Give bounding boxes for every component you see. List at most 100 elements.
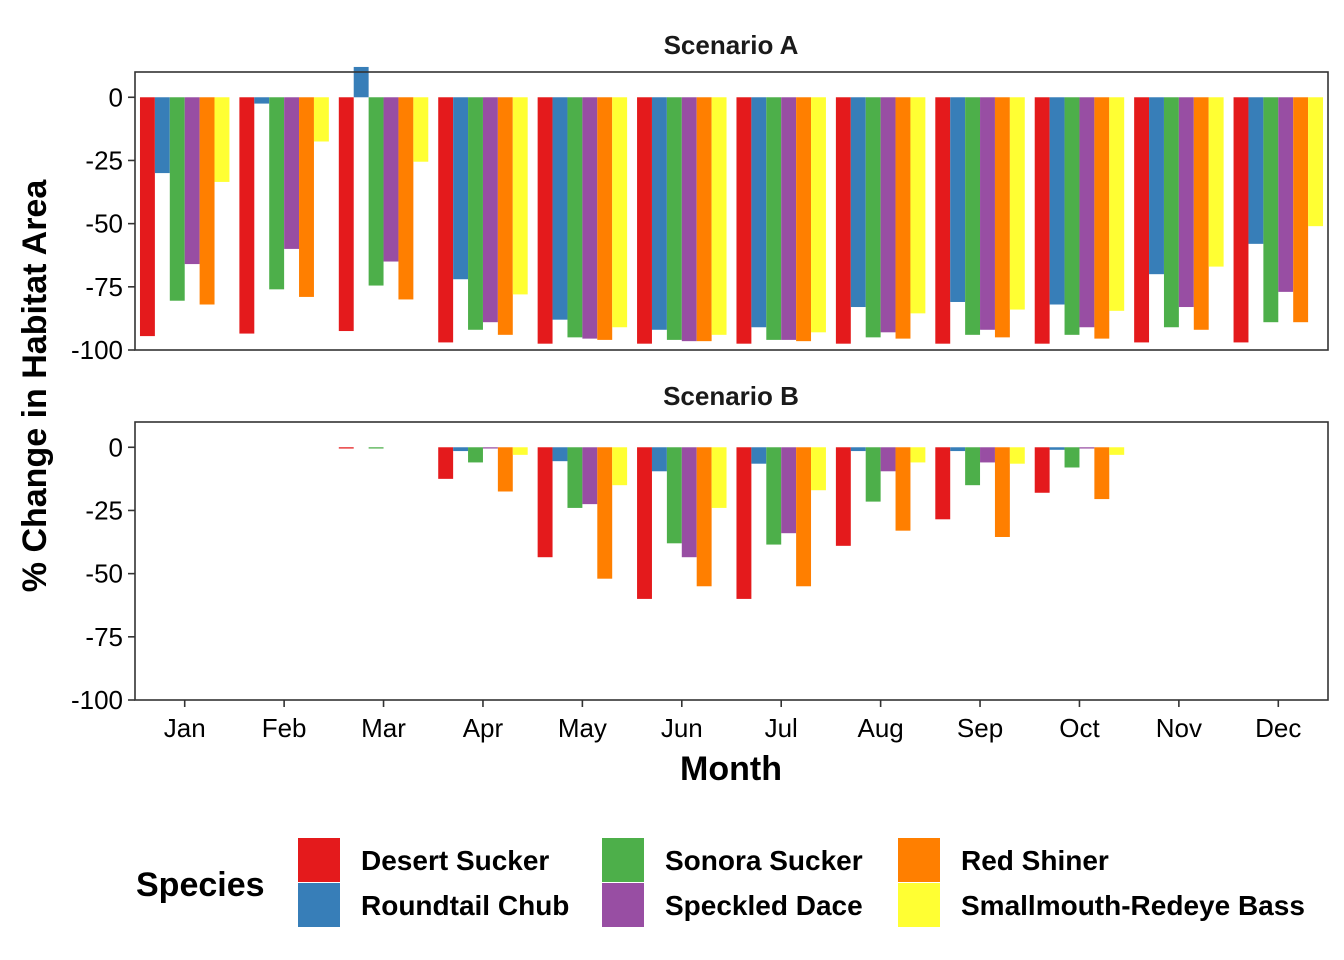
bar-a-mar-speckled-dace <box>383 97 399 262</box>
bar-a-mar-desert-sucker <box>338 97 354 332</box>
y-tick-label: -25 <box>85 495 123 525</box>
bar-a-may-speckled-dace <box>582 97 598 339</box>
x-tick-label: Jul <box>765 713 798 743</box>
bar-b-aug-red-shiner <box>895 447 911 531</box>
bar-b-jun-desert-sucker <box>637 447 652 599</box>
bar-a-sep-smallmouth-redeye-bass <box>1009 97 1025 310</box>
bar-a-nov-speckled-dace <box>1178 97 1194 308</box>
bar-b-may-sonora-sucker <box>567 447 583 508</box>
bar-a-sep-red-shiner <box>994 97 1010 338</box>
bar-a-jul-speckled-dace <box>781 97 797 340</box>
bar-a-feb-red-shiner <box>299 97 314 297</box>
bar-a-aug-desert-sucker <box>835 97 851 344</box>
x-tick-label: Feb <box>262 713 307 743</box>
bar-b-jul-red-shiner <box>796 447 812 587</box>
bars-scenario-b <box>338 447 1125 599</box>
legend-key <box>602 883 644 927</box>
bar-a-nov-desert-sucker <box>1134 97 1150 343</box>
bar-a-jul-smallmouth-redeye-bass <box>811 97 826 333</box>
bar-b-oct-sonora-sucker <box>1064 447 1080 468</box>
bar-a-feb-smallmouth-redeye-bass <box>313 97 329 142</box>
y-tick-label: 0 <box>109 82 123 112</box>
bar-a-jul-sonora-sucker <box>766 97 782 340</box>
bar-b-mar-sonora-sucker <box>368 447 384 449</box>
bar-b-sep-smallmouth-redeye-bass <box>1009 447 1025 464</box>
bar-b-oct-speckled-dace <box>1079 447 1095 449</box>
bar-b-sep-sonora-sucker <box>965 447 981 486</box>
bar-b-apr-speckled-dace <box>482 447 498 449</box>
bar-b-sep-red-shiner <box>994 447 1010 537</box>
bar-a-apr-smallmouth-redeye-bass <box>512 97 528 295</box>
x-axis-title: Month <box>680 750 782 788</box>
bar-a-feb-roundtail-chub <box>254 97 270 104</box>
bar-a-sep-sonora-sucker <box>965 97 981 335</box>
panel-scenario-a: Scenario A 0 -25 -50 -75 -100 <box>71 30 1329 365</box>
bar-a-jul-desert-sucker <box>736 97 752 344</box>
bar-a-dec-speckled-dace <box>1278 97 1294 292</box>
y-tick-label: -75 <box>85 622 123 652</box>
bar-a-jan-sonora-sucker <box>169 97 185 301</box>
bar-b-oct-red-shiner <box>1094 447 1110 500</box>
bar-a-jul-red-shiner <box>796 97 812 342</box>
bar-a-apr-speckled-dace <box>482 97 498 323</box>
bar-a-apr-sonora-sucker <box>468 97 483 330</box>
legend-key <box>898 838 940 882</box>
bar-b-apr-roundtail-chub <box>453 447 469 452</box>
bar-a-jun-red-shiner <box>696 97 712 342</box>
bar-b-jul-sonora-sucker <box>766 447 782 545</box>
bar-a-dec-roundtail-chub <box>1248 97 1264 244</box>
bar-a-sep-roundtail-chub <box>950 97 966 302</box>
panel-b-border <box>134 421 1329 701</box>
bar-b-aug-desert-sucker <box>835 447 851 546</box>
bar-a-may-sonora-sucker <box>567 97 583 338</box>
y-axis-scenario-a: 0 -25 -50 -75 -100 <box>71 82 135 365</box>
bar-a-aug-speckled-dace <box>880 97 896 333</box>
bar-a-apr-red-shiner <box>497 97 513 335</box>
panel-a-border <box>134 71 1329 351</box>
legend-label: Speckled Dace <box>665 890 863 921</box>
x-tick-label: Oct <box>1059 713 1100 743</box>
legend-key <box>298 883 340 927</box>
bar-a-nov-sonora-sucker <box>1163 97 1179 328</box>
bar-a-jan-speckled-dace <box>184 97 200 265</box>
bar-a-mar-red-shiner <box>398 97 414 300</box>
bar-b-aug-smallmouth-redeye-bass <box>910 447 926 463</box>
bar-a-nov-smallmouth-redeye-bass <box>1208 97 1224 267</box>
bar-a-mar-smallmouth-redeye-bass <box>413 97 429 162</box>
bar-b-aug-sonora-sucker <box>865 447 881 502</box>
bar-a-jul-roundtail-chub <box>751 97 767 328</box>
bar-a-aug-roundtail-chub <box>850 97 866 308</box>
bar-a-oct-smallmouth-redeye-bass <box>1109 97 1125 311</box>
x-tick-label: Sep <box>957 713 1003 743</box>
x-tick-label: May <box>558 713 607 743</box>
y-axis-scenario-b: 0 -25 -50 -75 -100 <box>71 432 135 715</box>
bar-a-jan-red-shiner <box>199 97 215 305</box>
bar-a-jun-desert-sucker <box>637 97 652 344</box>
legend-title: Species <box>136 866 265 904</box>
bar-b-jul-roundtail-chub <box>751 447 767 464</box>
bar-b-apr-smallmouth-redeye-bass <box>512 447 528 455</box>
panel-a-title: Scenario A <box>664 30 799 60</box>
bar-a-mar-sonora-sucker <box>368 97 384 286</box>
bar-a-oct-speckled-dace <box>1079 97 1095 328</box>
bar-a-nov-red-shiner <box>1193 97 1209 330</box>
bar-b-jul-smallmouth-redeye-bass <box>811 447 826 491</box>
legend-label: Roundtail Chub <box>361 890 569 921</box>
bar-b-apr-red-shiner <box>497 447 513 492</box>
bar-b-sep-roundtail-chub <box>950 447 966 452</box>
bar-a-jun-sonora-sucker <box>666 97 682 340</box>
legend-items: Desert Sucker Roundtail Chub Sonora Sucker… <box>298 838 1305 927</box>
bar-a-jun-speckled-dace <box>681 97 697 342</box>
bar-a-dec-smallmouth-redeye-bass <box>1308 97 1324 227</box>
legend-key <box>298 838 340 882</box>
x-axis: Jan Feb Mar Apr May Jun Jul Aug Sep Oct Nov Dec <box>164 700 1301 743</box>
bar-b-jul-speckled-dace <box>781 447 797 534</box>
y-tick-label: -100 <box>71 335 123 365</box>
bar-a-feb-sonora-sucker <box>269 97 285 290</box>
bar-a-apr-roundtail-chub <box>453 97 469 280</box>
bar-a-dec-sonora-sucker <box>1263 97 1279 323</box>
bar-b-sep-desert-sucker <box>935 447 951 520</box>
y-tick-label: -25 <box>85 145 123 175</box>
x-tick-label: Jun <box>661 713 703 743</box>
